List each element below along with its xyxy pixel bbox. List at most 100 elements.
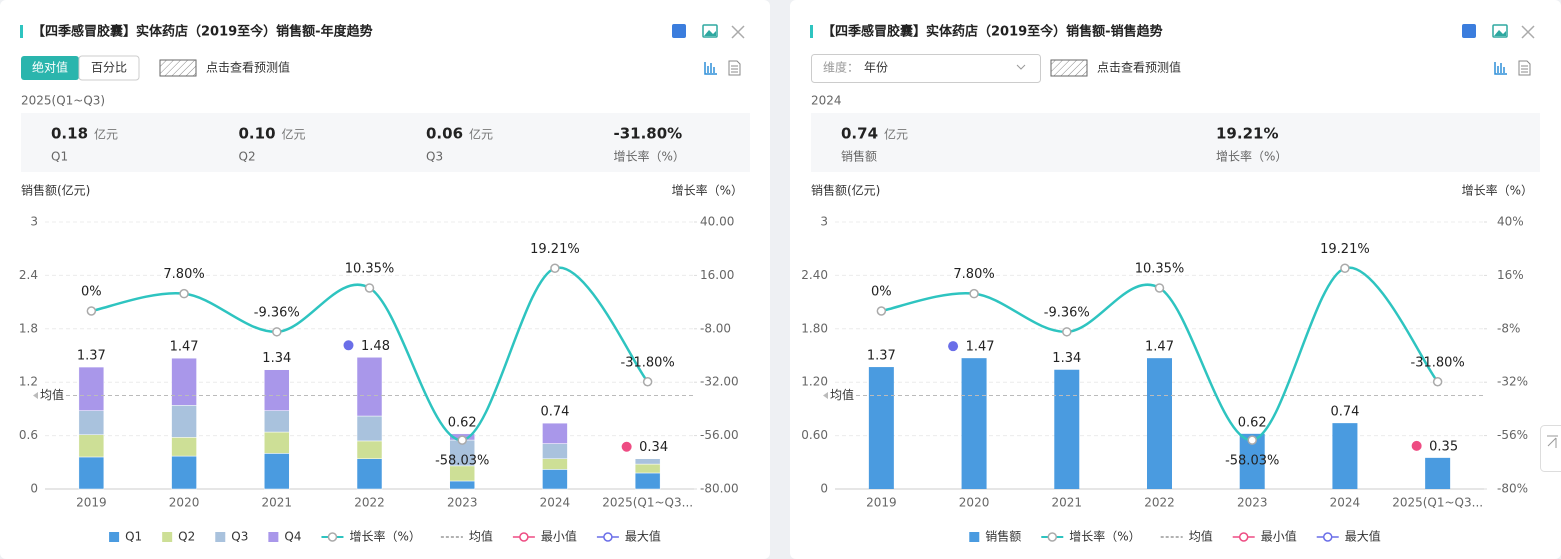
bar <box>449 480 475 490</box>
bar-chart-icon[interactable] <box>1494 62 1507 75</box>
stat-unit: 亿元 <box>469 127 493 142</box>
legend-item[interactable]: 最小值 <box>1232 529 1297 544</box>
bar <box>542 422 568 444</box>
stat-label: 增长率（%） <box>614 149 685 164</box>
legend: 销售额 增长率（%） 均值 最小值 最大值 <box>969 529 1381 544</box>
y2-tick-label: -8.00 <box>700 321 731 335</box>
bar-chart-icon[interactable] <box>704 62 717 75</box>
bar <box>961 358 987 489</box>
bar <box>356 440 383 459</box>
stat-value: 0.74 <box>841 125 878 143</box>
stat-unit: 亿元 <box>94 127 118 142</box>
image-icon[interactable] <box>1492 24 1508 38</box>
y-tick-label: 1.20 <box>801 375 828 389</box>
legend-item[interactable]: 最大值 <box>596 529 661 544</box>
bar <box>78 434 105 458</box>
legend-item[interactable]: Q3 <box>215 530 248 544</box>
bar <box>542 443 568 459</box>
y2-tick-label: 16% <box>1497 268 1524 282</box>
data-label: 1.47 <box>1145 340 1174 355</box>
bar <box>264 453 290 490</box>
forecast-hatch[interactable] <box>159 59 197 77</box>
stat-label: Q3 <box>426 150 443 164</box>
legend-item[interactable]: 均值 <box>440 529 493 544</box>
growth-label: -58.03% <box>435 454 489 469</box>
y-tick-label: 1.8 <box>19 321 38 335</box>
forecast-hatch[interactable] <box>1050 59 1088 77</box>
x-tick-label: 2021 <box>1052 496 1083 510</box>
legend-item[interactable]: Q4 <box>268 530 301 544</box>
translate-icon[interactable] <box>672 24 686 38</box>
legend-item[interactable]: 增长率（%） <box>1041 529 1141 544</box>
max-marker <box>948 341 959 352</box>
growth-point <box>969 288 979 299</box>
bar <box>1054 369 1080 489</box>
data-label: 1.47 <box>966 340 995 355</box>
legend-item[interactable]: Q2 <box>162 530 195 544</box>
stat-value: 19.21% <box>1216 125 1278 143</box>
close-icon[interactable] <box>731 25 745 39</box>
growth-label: -9.36% <box>1044 305 1090 320</box>
growth-point <box>1340 263 1350 274</box>
x-tick-label: 2019 <box>866 496 897 510</box>
legend-item[interactable]: 销售额 <box>969 529 1021 544</box>
bar <box>1147 358 1172 489</box>
toggle-label: 百分比 <box>91 61 127 75</box>
legend-swatch-dot <box>1322 532 1333 542</box>
data-label: 1.34 <box>1052 351 1081 366</box>
forecast-link[interactable]: 点击查看预测值 <box>206 60 290 75</box>
dropdown[interactable] <box>811 54 1041 83</box>
growth-label: 7.80% <box>163 267 204 282</box>
growth-point <box>1154 283 1165 293</box>
table-icon[interactable] <box>1518 60 1531 76</box>
legend-swatch <box>268 532 279 542</box>
x-tick-label: 2022 <box>354 496 385 510</box>
bar <box>634 472 661 490</box>
growth-label: 0% <box>871 285 892 300</box>
legend-item[interactable]: 增长率（%） <box>321 529 421 544</box>
y2-tick-label: -32% <box>1497 375 1528 389</box>
toggle-button-active[interactable] <box>21 56 79 80</box>
legend-item[interactable]: 最大值 <box>1316 529 1381 544</box>
image-icon-mountain <box>1494 30 1506 36</box>
x-tick-label: 2022 <box>1144 496 1175 510</box>
legend-item[interactable]: 最小值 <box>512 529 577 544</box>
y2-tick-label: -80.00 <box>700 482 739 496</box>
growth-label: -9.36% <box>254 305 300 320</box>
scroll-top-button[interactable] <box>1540 425 1561 472</box>
y2-tick-label: -56.00 <box>700 428 739 442</box>
image-icon[interactable] <box>702 24 718 38</box>
max-marker <box>343 340 354 351</box>
table-icon[interactable] <box>728 60 741 76</box>
legend-label: Q4 <box>284 530 301 544</box>
y-tick-label: 0.6 <box>19 428 38 442</box>
growth-point <box>642 377 653 387</box>
legend-label: 增长率（%） <box>1069 529 1140 544</box>
translate-icon[interactable] <box>1462 24 1476 38</box>
stat-value: 0.10 <box>239 125 276 143</box>
data-label: 0.35 <box>1429 439 1458 454</box>
stat-value: 0.18 <box>51 125 88 143</box>
growth-point <box>86 306 97 316</box>
legend-label: 销售额 <box>985 529 1021 544</box>
legend-item[interactable]: Q1 <box>109 530 142 544</box>
bar <box>78 456 105 490</box>
growth-point <box>1432 377 1443 387</box>
close-icon[interactable] <box>1521 25 1535 39</box>
legend-swatch-dot <box>1047 532 1058 542</box>
toggle-button[interactable] <box>78 55 140 81</box>
legend-label: Q3 <box>231 530 248 544</box>
x-tick-label: 2024 <box>1330 496 1361 510</box>
average-label-bg <box>30 387 66 404</box>
y-axis-label: 销售额(亿元) <box>21 183 90 198</box>
y-tick-label: 0 <box>820 482 828 496</box>
legend-item[interactable]: 均值 <box>1160 529 1213 544</box>
growth-point <box>364 283 375 293</box>
y-axis-label: 销售额(亿元) <box>811 183 880 198</box>
y2-tick-label: -8% <box>1497 321 1520 335</box>
forecast-link[interactable]: 点击查看预测值 <box>1097 60 1181 75</box>
average-label-bg <box>820 387 856 404</box>
